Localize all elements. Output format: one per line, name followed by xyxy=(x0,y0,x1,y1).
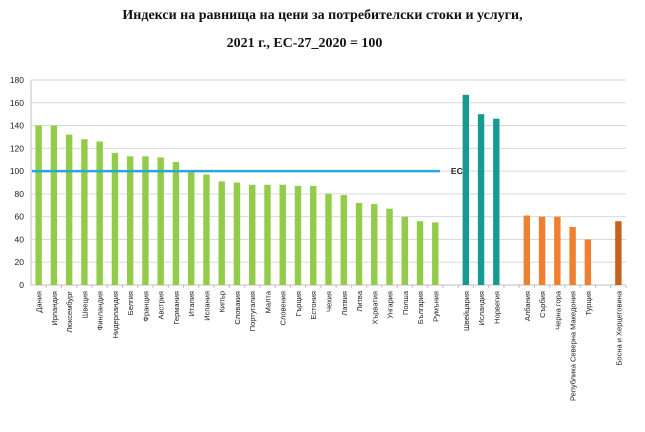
y-tick-label: 60 xyxy=(15,212,25,222)
x-category-label: Чехия xyxy=(325,291,334,312)
x-category-label: Черна гора xyxy=(553,290,562,330)
bar xyxy=(584,239,592,285)
y-tick-label: 40 xyxy=(15,234,25,244)
bar xyxy=(203,174,210,285)
x-category-label: Унгария xyxy=(386,291,395,319)
bar xyxy=(355,203,363,285)
bar xyxy=(172,162,180,285)
bar xyxy=(310,185,317,285)
y-tick-label: 180 xyxy=(10,75,24,85)
x-category-label: Република Северна Македония xyxy=(569,291,578,401)
bar xyxy=(126,156,134,285)
x-category-label: Франция xyxy=(141,291,150,322)
x-category-label: Гърция xyxy=(294,291,303,316)
bar xyxy=(264,184,271,285)
bar xyxy=(233,182,241,285)
bar xyxy=(386,208,393,285)
x-category-label: Швеция xyxy=(80,291,89,319)
bar xyxy=(569,226,576,285)
x-category-label: Нидерландия xyxy=(111,291,120,338)
y-tick-label: 80 xyxy=(15,189,25,199)
bar xyxy=(50,125,58,285)
y-tick-label: 160 xyxy=(10,98,24,108)
x-category-label: Хърватия xyxy=(370,291,379,324)
x-category-label: Дания xyxy=(35,291,44,313)
y-tick-label: 0 xyxy=(19,280,24,290)
bar xyxy=(371,204,378,285)
bar xyxy=(462,94,470,285)
x-category-label: Ирландия xyxy=(50,291,59,326)
chart-title-line2: 2021 г., ЕС-27_2020 = 100 xyxy=(226,36,383,51)
x-category-label: Естония xyxy=(309,291,318,320)
bar xyxy=(294,185,302,285)
x-category-label: Литва xyxy=(355,290,364,311)
x-category-label: Испания xyxy=(202,291,211,321)
x-category-label: Исландия xyxy=(477,291,486,325)
bar xyxy=(249,184,256,285)
x-category-label: Швейцария xyxy=(462,291,471,331)
bar xyxy=(96,141,103,285)
bar xyxy=(65,134,73,285)
y-tick-label: 100 xyxy=(10,166,24,176)
x-category-label: България xyxy=(416,291,425,324)
x-category-label: Белгия xyxy=(126,291,135,315)
bar xyxy=(493,118,500,285)
x-category-label: Словакия xyxy=(233,291,242,325)
x-category-label: Италия xyxy=(187,291,196,317)
bar xyxy=(81,139,88,285)
x-category-label: Германия xyxy=(172,291,181,325)
y-tick-label: 140 xyxy=(10,121,24,131)
x-category-label: Румъния xyxy=(431,291,440,322)
y-tick-label: 20 xyxy=(15,257,25,267)
bar xyxy=(340,195,347,285)
x-category-label: Албания xyxy=(523,291,532,321)
bar xyxy=(157,157,164,285)
y-tick-label: 120 xyxy=(10,143,24,153)
eu-average-label: ЕС xyxy=(451,166,463,176)
x-category-label: Кипър xyxy=(218,291,227,312)
bar xyxy=(142,156,149,285)
bar xyxy=(218,181,225,285)
x-category-label: Полша xyxy=(401,290,410,315)
bar xyxy=(401,216,408,285)
bar xyxy=(477,114,485,286)
x-category-label: Словения xyxy=(279,291,288,326)
x-category-label: Турция xyxy=(584,291,593,316)
bar xyxy=(615,221,622,285)
bar xyxy=(35,125,42,285)
x-category-label: Люксембург xyxy=(65,291,74,333)
bar xyxy=(523,215,531,285)
chart-title-line1: Индекси на равнища на цени за потребител… xyxy=(122,8,523,23)
bar xyxy=(111,152,119,285)
x-category-label: Босна и Херцеговина xyxy=(614,290,623,365)
x-category-label: Норвегия xyxy=(492,291,501,324)
x-category-label: Сърбия xyxy=(538,291,547,318)
x-category-label: Латвия xyxy=(340,291,349,316)
bar xyxy=(279,184,286,285)
bar xyxy=(538,216,546,285)
x-category-label: Португалия xyxy=(248,291,257,331)
x-category-label: Австрия xyxy=(157,291,166,320)
x-category-label: Финландия xyxy=(96,291,105,330)
bar xyxy=(554,216,561,285)
bar xyxy=(187,171,195,285)
bar xyxy=(432,222,439,285)
bar xyxy=(325,193,332,285)
bar xyxy=(416,221,424,285)
x-category-label: Малта xyxy=(263,290,272,313)
